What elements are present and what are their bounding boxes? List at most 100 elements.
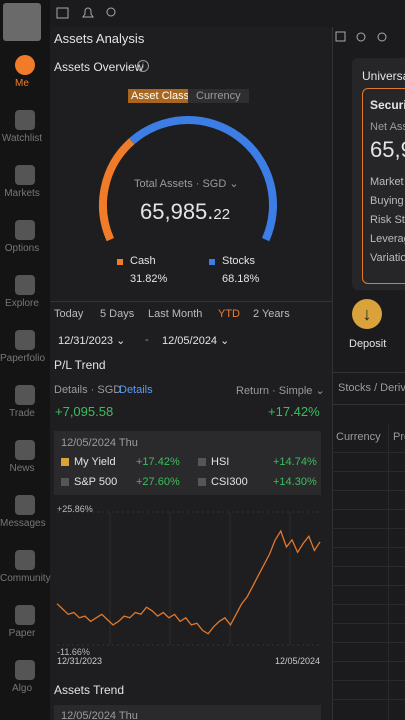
- table-col-line: [388, 425, 389, 720]
- legend-swatch: [209, 259, 215, 265]
- compare-swatch[interactable]: [61, 478, 69, 486]
- total-main: 65,985.: [140, 199, 214, 224]
- sidebar-icon[interactable]: [15, 660, 35, 680]
- section-title: P/L Trend: [54, 358, 106, 372]
- tab-selected[interactable]: Asset Class: [128, 89, 193, 103]
- info-icon[interactable]: i: [137, 60, 149, 72]
- table-row-line: [332, 623, 405, 624]
- sidebar-label[interactable]: Options: [4, 243, 40, 254]
- compare-value: +27.60%: [136, 476, 180, 488]
- section-title: Assets Overview: [54, 60, 144, 74]
- sidebar-label[interactable]: Community: [0, 573, 51, 584]
- table-row-line: [332, 471, 405, 472]
- sidebar-label[interactable]: Explore: [5, 298, 39, 309]
- sidebar-label[interactable]: News: [9, 463, 35, 474]
- sidebar-label[interactable]: Watchlist: [1, 133, 43, 144]
- panel-tab[interactable]: Stocks / Deriv: [338, 382, 405, 394]
- eye-icon[interactable]: [356, 32, 366, 42]
- sidebar-icon[interactable]: [15, 275, 35, 295]
- total-decimal: 22: [213, 206, 231, 223]
- compare-value: +14.30%: [273, 476, 317, 488]
- gauge-segment: [99, 138, 135, 242]
- account-title: Universal: [362, 69, 405, 83]
- menu-icon[interactable]: [56, 7, 69, 19]
- account-row: Leverag: [370, 233, 405, 245]
- bell-icon[interactable]: [82, 7, 94, 18]
- start-date[interactable]: 12/31/2023 ⌄: [58, 335, 126, 347]
- account-row: Variatio: [370, 252, 405, 264]
- gauge-segment: [129, 116, 277, 242]
- compare-name: My Yield: [74, 456, 116, 468]
- sidebar-icon[interactable]: [15, 495, 35, 515]
- compare-swatch[interactable]: [198, 458, 206, 466]
- return-label[interactable]: Return · Simple ⌄: [236, 385, 325, 397]
- net-assets-label: Net Ass: [370, 121, 405, 133]
- sidebar-label[interactable]: Me: [15, 78, 29, 89]
- compare-swatch[interactable]: [198, 478, 206, 486]
- legend-name: Stocks: [222, 255, 256, 267]
- total-label[interactable]: Total Assets · SGD ⌄: [134, 178, 239, 190]
- sidebar-label[interactable]: Markets: [4, 188, 40, 199]
- pl-value: +7,095.58: [55, 404, 114, 419]
- refresh-icon[interactable]: [377, 32, 387, 42]
- sidebar-label[interactable]: Trade: [9, 408, 35, 419]
- table-row-line: [332, 680, 405, 681]
- table-row-line: [332, 528, 405, 529]
- table-row-line: [332, 566, 405, 567]
- compare-value: +17.42%: [136, 456, 180, 468]
- legend-value: 68.18%: [222, 273, 260, 285]
- sidebar-icon[interactable]: [15, 330, 35, 350]
- securities-card[interactable]: [362, 88, 405, 284]
- deposit-icon[interactable]: ↓: [352, 299, 382, 329]
- table-row-line: [332, 547, 405, 548]
- trend-date: 12/05/2024 Thu: [61, 710, 138, 720]
- sidebar-label[interactable]: Paper: [8, 628, 36, 639]
- sidebar-icon[interactable]: [15, 385, 35, 405]
- compare-box: [54, 431, 321, 495]
- top-icons: [56, 7, 116, 19]
- divider: [332, 404, 405, 405]
- table-row-line: [332, 452, 405, 453]
- table-row-line: [332, 661, 405, 662]
- layout-icon[interactable]: [335, 31, 346, 42]
- legend-swatch: [117, 259, 123, 265]
- total-value: 65,985.22: [140, 199, 230, 225]
- section-title: Assets Trend: [54, 683, 125, 697]
- details-link[interactable]: Details: [119, 384, 153, 396]
- compare-swatch[interactable]: [61, 458, 69, 466]
- sidebar-label[interactable]: Messages: [0, 518, 46, 529]
- sidebar-icon[interactable]: [15, 550, 35, 570]
- period-option[interactable]: Today: [54, 308, 84, 320]
- compare-name: HSI: [211, 456, 230, 468]
- table-row-line: [332, 509, 405, 510]
- sidebar-icon[interactable]: [15, 605, 35, 625]
- avatar[interactable]: [3, 3, 41, 41]
- sidebar-icon[interactable]: [15, 110, 35, 130]
- period-option[interactable]: 2 Years: [253, 308, 290, 320]
- sidebar-icon[interactable]: [15, 165, 35, 185]
- sidebar-label[interactable]: Paperfolio: [0, 353, 46, 364]
- period-option[interactable]: Last Month: [148, 308, 203, 320]
- sidebar-icon[interactable]: [15, 55, 35, 75]
- table-row-line: [332, 604, 405, 605]
- column-header: Currency: [336, 431, 381, 443]
- deposit-label[interactable]: Deposit: [349, 338, 387, 350]
- search-icon[interactable]: [106, 7, 116, 17]
- return-label-text: Return · Simple: [236, 385, 313, 397]
- sidebar-icon[interactable]: [15, 220, 35, 240]
- legend-name: Cash: [130, 255, 156, 267]
- period-option[interactable]: YTD: [218, 308, 240, 320]
- tab[interactable]: Currency: [188, 89, 249, 103]
- compare-date: 12/05/2024 Thu: [61, 437, 138, 449]
- legend-value: 31.82%: [130, 273, 168, 285]
- sidebar-label[interactable]: Algo: [11, 683, 32, 694]
- start-date-text: 12/31/2023: [58, 335, 114, 347]
- period-option[interactable]: 5 Days: [100, 308, 135, 320]
- divider: [332, 372, 405, 373]
- sidebar-icon[interactable]: [15, 440, 35, 460]
- divider: [50, 301, 332, 302]
- end-date[interactable]: 12/05/2024 ⌄: [162, 335, 230, 347]
- details-label: Details · SGD: [54, 384, 122, 396]
- yield-line: [56, 529, 321, 635]
